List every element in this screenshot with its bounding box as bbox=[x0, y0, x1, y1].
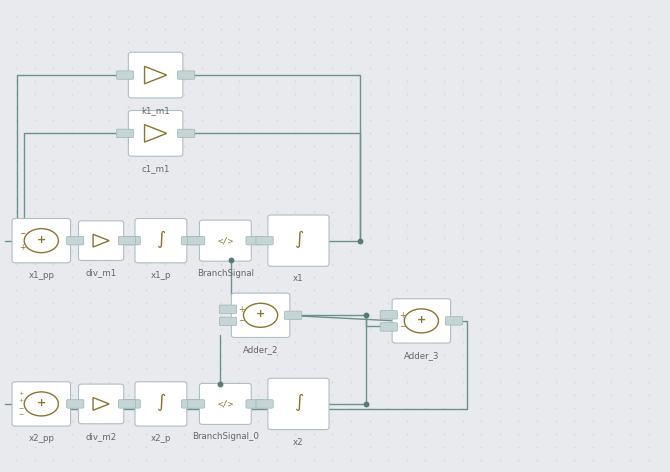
Text: −: − bbox=[399, 322, 405, 331]
Text: x2_pp: x2_pp bbox=[28, 434, 54, 443]
Text: +: + bbox=[19, 391, 24, 396]
Polygon shape bbox=[93, 397, 109, 410]
Text: ∫: ∫ bbox=[293, 230, 303, 248]
FancyBboxPatch shape bbox=[123, 400, 140, 408]
Text: +: + bbox=[399, 311, 405, 320]
Text: </>: </> bbox=[217, 236, 233, 245]
FancyBboxPatch shape bbox=[117, 129, 134, 137]
FancyBboxPatch shape bbox=[200, 220, 251, 261]
Text: +: + bbox=[256, 309, 265, 320]
Text: x1_p: x1_p bbox=[151, 271, 171, 280]
Text: ∫: ∫ bbox=[156, 230, 165, 248]
FancyBboxPatch shape bbox=[12, 219, 70, 263]
FancyBboxPatch shape bbox=[446, 317, 462, 325]
Text: ∫: ∫ bbox=[156, 393, 165, 411]
FancyBboxPatch shape bbox=[135, 382, 187, 426]
Text: +: + bbox=[37, 398, 46, 408]
Polygon shape bbox=[145, 125, 167, 142]
Circle shape bbox=[24, 228, 58, 253]
FancyBboxPatch shape bbox=[219, 317, 237, 326]
FancyBboxPatch shape bbox=[117, 71, 134, 79]
FancyBboxPatch shape bbox=[392, 299, 451, 343]
Text: </>: </> bbox=[217, 399, 233, 408]
Text: −: − bbox=[19, 412, 24, 417]
Text: div_m1: div_m1 bbox=[86, 269, 117, 278]
FancyBboxPatch shape bbox=[380, 323, 397, 331]
Text: +: + bbox=[238, 305, 245, 314]
Polygon shape bbox=[145, 67, 167, 84]
Text: x1: x1 bbox=[293, 274, 304, 283]
FancyBboxPatch shape bbox=[123, 236, 140, 245]
Circle shape bbox=[24, 392, 58, 416]
FancyBboxPatch shape bbox=[178, 129, 195, 137]
Circle shape bbox=[243, 303, 277, 327]
FancyBboxPatch shape bbox=[380, 311, 397, 319]
FancyBboxPatch shape bbox=[182, 236, 199, 245]
Polygon shape bbox=[93, 234, 109, 247]
FancyBboxPatch shape bbox=[66, 400, 84, 408]
FancyBboxPatch shape bbox=[200, 383, 251, 424]
Text: k1_m1: k1_m1 bbox=[141, 106, 170, 115]
Text: c1_m1: c1_m1 bbox=[141, 164, 170, 173]
FancyBboxPatch shape bbox=[188, 236, 205, 245]
FancyBboxPatch shape bbox=[219, 305, 237, 313]
FancyBboxPatch shape bbox=[246, 400, 263, 408]
FancyBboxPatch shape bbox=[129, 110, 183, 156]
Text: Adder_2: Adder_2 bbox=[243, 346, 278, 354]
Text: +: + bbox=[19, 398, 24, 403]
FancyBboxPatch shape bbox=[66, 236, 84, 245]
Text: +: + bbox=[37, 235, 46, 244]
Text: x1_pp: x1_pp bbox=[28, 271, 54, 280]
FancyBboxPatch shape bbox=[188, 400, 205, 408]
FancyBboxPatch shape bbox=[285, 311, 302, 320]
FancyBboxPatch shape bbox=[256, 400, 273, 408]
Text: div_m2: div_m2 bbox=[86, 432, 117, 441]
FancyBboxPatch shape bbox=[178, 71, 195, 79]
Text: +: + bbox=[19, 243, 25, 252]
Text: x2_p: x2_p bbox=[151, 434, 171, 443]
Text: ∫: ∫ bbox=[293, 393, 303, 411]
FancyBboxPatch shape bbox=[256, 236, 273, 245]
Circle shape bbox=[404, 309, 438, 333]
FancyBboxPatch shape bbox=[78, 221, 124, 261]
FancyBboxPatch shape bbox=[182, 400, 199, 408]
Text: −: − bbox=[19, 405, 24, 410]
Text: BranchSignal: BranchSignal bbox=[197, 269, 254, 278]
FancyBboxPatch shape bbox=[268, 215, 329, 266]
FancyBboxPatch shape bbox=[246, 236, 263, 245]
FancyBboxPatch shape bbox=[119, 236, 135, 245]
FancyBboxPatch shape bbox=[78, 384, 124, 424]
FancyBboxPatch shape bbox=[129, 52, 183, 98]
FancyBboxPatch shape bbox=[119, 400, 135, 408]
FancyBboxPatch shape bbox=[135, 219, 187, 263]
Text: −: − bbox=[19, 229, 25, 238]
FancyBboxPatch shape bbox=[268, 378, 329, 430]
FancyBboxPatch shape bbox=[231, 293, 290, 337]
Text: −: − bbox=[238, 316, 245, 325]
Text: BranchSignal_0: BranchSignal_0 bbox=[192, 432, 259, 441]
FancyBboxPatch shape bbox=[12, 382, 70, 426]
Text: x2: x2 bbox=[293, 438, 304, 447]
Text: +: + bbox=[417, 315, 426, 325]
Text: Adder_3: Adder_3 bbox=[403, 351, 439, 360]
